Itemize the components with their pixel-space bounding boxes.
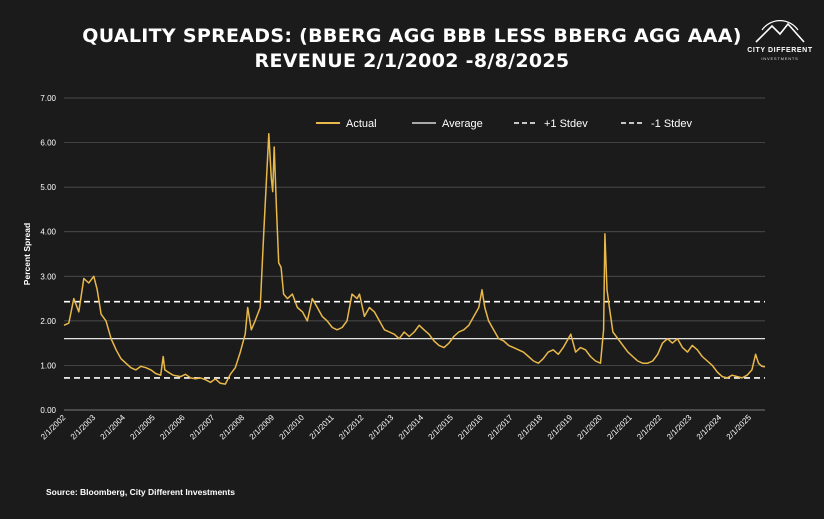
x-tick-label: 2/1/2015 — [427, 413, 456, 442]
x-axis-ticks: 2/1/2002 2/1/2003 2/1/2004 2/1/2005 2/1/2006… — [39, 413, 753, 442]
x-tick-label: 2/1/2009 — [248, 413, 277, 442]
x-tick-label: 2/1/2020 — [576, 413, 605, 442]
legend-label: Average — [442, 118, 483, 130]
reference-lines — [64, 300, 765, 379]
source-note: Source: Bloomberg, City Different Invest… — [46, 487, 235, 497]
x-tick-label: 2/1/2016 — [456, 413, 485, 442]
x-tick-label: 2/1/2011 — [308, 413, 336, 441]
x-tick-label: 2/1/2014 — [397, 413, 426, 442]
x-tick-label: 2/1/2024 — [695, 413, 724, 442]
x-tick-label: 2/1/2021 — [605, 413, 634, 442]
y-tick-label: 5.00 — [40, 183, 56, 192]
y-tick-label: 4.00 — [40, 228, 56, 237]
x-tick-label: 2/1/2012 — [337, 413, 366, 442]
y-tick-label: 6.00 — [40, 139, 56, 148]
chart-title: QUALITY SPREADS: (BBERG AGG BBB LESS BBE… — [0, 24, 824, 74]
x-tick-label: 2/1/2005 — [128, 413, 157, 442]
series-line-actual — [63, 132, 766, 385]
legend-label: -1 Stdev — [651, 118, 692, 130]
x-tick-label: 2/1/2018 — [516, 413, 545, 442]
y-axis-label: Percent Spread — [22, 223, 32, 285]
x-tick-label: 2/1/2010 — [278, 413, 307, 442]
x-tick-label: 2/1/2013 — [367, 413, 396, 442]
x-tick-label: 2/1/2019 — [546, 413, 575, 442]
x-tick-label: 2/1/2003 — [69, 413, 98, 442]
x-tick-label: 2/1/2002 — [39, 413, 68, 442]
x-tick-label: 2/1/2022 — [635, 413, 664, 442]
series-layer — [63, 132, 766, 385]
y-tick-label: 3.00 — [40, 272, 56, 281]
title-line-2: REVENUE 2/1/2002 -8/8/2025 — [254, 50, 570, 72]
logo-subtitle: INVESTMENTS — [761, 56, 799, 61]
x-tick-label: 2/1/2023 — [665, 413, 694, 442]
title-line-1: QUALITY SPREADS: (BBERG AGG BBB LESS BBE… — [82, 25, 742, 47]
x-tick-label: 2/1/2025 — [725, 413, 754, 442]
logo-name: CITY DIFFERENT — [747, 47, 813, 54]
x-tick-label: 2/1/2017 — [486, 413, 515, 442]
y-tick-label: 0.00 — [40, 406, 56, 415]
mountain-icon — [755, 20, 805, 43]
legend-label: +1 Stdev — [544, 118, 588, 130]
y-tick-label: 7.00 — [40, 94, 56, 103]
gridlines — [64, 97, 765, 411]
x-tick-label: 2/1/2006 — [158, 413, 187, 442]
x-tick-label: 2/1/2007 — [188, 413, 217, 442]
legend: Actual Average +1 Stdev -1 Stdev — [316, 118, 692, 130]
y-axis-ticks: 0.00 1.00 2.00 3.00 4.00 5.00 6.00 7.00 — [40, 94, 56, 415]
x-tick-label: 2/1/2008 — [218, 413, 247, 442]
legend-label: Actual — [346, 118, 377, 130]
y-tick-label: 1.00 — [40, 361, 56, 370]
x-tick-label: 2/1/2004 — [99, 413, 128, 442]
y-tick-label: 2.00 — [40, 317, 56, 326]
